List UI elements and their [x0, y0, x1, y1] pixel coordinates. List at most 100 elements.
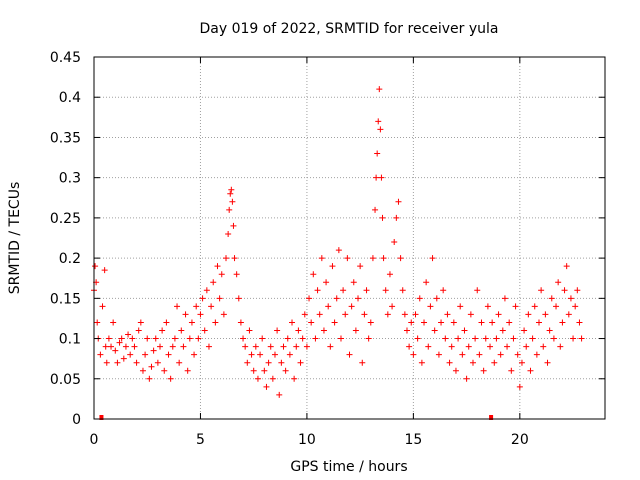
data-point — [444, 311, 451, 318]
data-point — [544, 359, 551, 366]
data-point — [480, 367, 487, 374]
data-point — [240, 335, 247, 342]
data-point — [167, 375, 174, 382]
data-point — [495, 311, 502, 318]
data-point — [122, 343, 129, 350]
data-point — [157, 343, 164, 350]
gap-marker — [99, 415, 104, 420]
data-point — [137, 319, 144, 326]
data-point — [416, 295, 423, 302]
data-point — [127, 351, 134, 358]
data-point — [540, 343, 547, 350]
data-point — [226, 206, 233, 213]
data-point — [397, 255, 404, 262]
y-tick-label: 0.4 — [59, 90, 81, 106]
data-point — [188, 319, 195, 326]
data-point — [120, 355, 127, 362]
data-point — [252, 343, 259, 350]
data-point — [484, 303, 491, 310]
data-point — [427, 303, 434, 310]
data-point — [248, 351, 255, 358]
data-point — [389, 303, 396, 310]
data-point — [229, 198, 236, 205]
data-point — [410, 351, 417, 358]
data-point — [535, 319, 542, 326]
data-point — [529, 335, 536, 342]
grid-lines — [94, 57, 605, 419]
gap-marker — [489, 415, 494, 420]
data-point — [423, 279, 430, 286]
data-point — [312, 335, 319, 342]
data-point — [112, 347, 119, 354]
data-point — [261, 367, 268, 374]
data-point — [374, 150, 381, 157]
data-point — [208, 303, 215, 310]
data-point — [461, 327, 468, 334]
data-point — [289, 319, 296, 326]
data-point — [176, 359, 183, 366]
data-point — [146, 375, 153, 382]
data-point — [210, 279, 217, 286]
data-point — [555, 279, 562, 286]
y-tick-label: 0.35 — [50, 130, 81, 146]
data-point — [195, 335, 202, 342]
y-tick-label: 0 — [72, 412, 81, 428]
data-point — [331, 319, 338, 326]
data-point — [186, 335, 193, 342]
data-point — [414, 335, 421, 342]
data-point — [293, 343, 300, 350]
data-point — [228, 186, 235, 193]
data-point — [323, 279, 330, 286]
data-point — [271, 351, 278, 358]
data-point — [159, 327, 166, 334]
y-axis-label: SRMTID / TECUs — [7, 182, 23, 295]
data-point — [276, 391, 283, 398]
data-point — [521, 327, 528, 334]
data-point — [377, 126, 384, 133]
data-point — [379, 214, 386, 221]
data-point — [244, 359, 251, 366]
y-tick-label: 0.45 — [50, 50, 81, 66]
data-point — [191, 351, 198, 358]
data-point — [386, 271, 393, 278]
y-tick-label: 0.15 — [50, 291, 81, 307]
data-point — [314, 287, 321, 294]
y-tick-label: 0.3 — [59, 171, 81, 187]
data-point — [161, 367, 168, 374]
y-tick-label: 0.05 — [50, 372, 81, 388]
data-point — [378, 174, 385, 181]
data-point — [216, 295, 223, 302]
data-point — [482, 335, 489, 342]
data-point — [265, 359, 272, 366]
data-point — [373, 174, 380, 181]
data-point — [448, 343, 455, 350]
data-point — [337, 335, 344, 342]
data-point — [171, 335, 178, 342]
data-point — [163, 319, 170, 326]
data-point — [218, 271, 225, 278]
data-point — [357, 263, 364, 270]
data-point — [559, 319, 566, 326]
data-point — [459, 351, 466, 358]
data-point — [320, 327, 327, 334]
data-point — [178, 327, 185, 334]
axis-ticks: 0 0.05 0.1 0.15 0.2 0.25 0.3 0.35 0.4 0.45 0 5 10 15 2… — [50, 50, 605, 448]
data-point — [367, 319, 374, 326]
data-point — [346, 351, 353, 358]
data-point — [280, 343, 287, 350]
data-point — [352, 327, 359, 334]
data-point — [375, 118, 382, 125]
data-point — [472, 335, 479, 342]
data-point — [450, 319, 457, 326]
data-point — [184, 367, 191, 374]
data-point — [557, 343, 564, 350]
data-point — [114, 359, 121, 366]
data-point — [518, 359, 525, 366]
data-point — [478, 319, 485, 326]
data-point — [546, 327, 553, 334]
data-point — [342, 311, 349, 318]
data-point — [278, 359, 285, 366]
data-point — [499, 327, 506, 334]
data-point — [531, 303, 538, 310]
